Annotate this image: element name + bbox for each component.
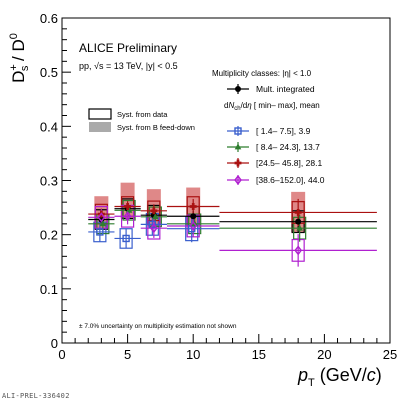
legend-syst-data-box [88,108,112,120]
axes: 0 5 10 15 20 25 0 0.1 0.2 0.3 0.4 0.5 0.6 [40,11,397,362]
y-tick-label: 0.2 [40,228,58,243]
x-tick-label: 20 [317,347,331,362]
legend-marker [234,159,242,167]
data-point [99,220,107,227]
x-tick-label: 0 [58,347,65,362]
chart-subtitle: pp, √s = 13 TeV, |y| < 0.5 [79,61,178,71]
data-point [124,203,132,210]
data-point [149,223,158,234]
legend-label: [ 1.4– 7.5], 3.9 [256,126,311,136]
legend-marker [235,86,241,92]
data-point [296,224,303,231]
y-tick-label: 0 [51,336,58,351]
legend-label: [38.6–152.0], 44.0 [256,175,325,185]
markers [96,203,303,256]
y-axis-label: D+s / D0 [8,33,31,83]
data-point [294,209,302,216]
chart-title: ALICE Preliminary [79,41,177,55]
data-point [189,203,197,210]
data-point [150,207,158,215]
data-point [148,220,157,229]
legend-syst-feeddown-box [89,122,111,132]
data-point [96,228,104,236]
legend-mult-entries: Mult. integrated [ 1.4– 7.5], 3.9 [ 8.4– 2… [227,84,325,186]
legend-marker [234,127,242,135]
preliminary-id-label: ALI-PREL-336402 [2,392,70,400]
data-point [189,220,198,232]
legend-marker [234,174,242,186]
y-tick-label: 0.6 [40,11,58,26]
x-tick-label: 5 [124,347,131,362]
legend-label: Mult. integrated [256,84,315,94]
y-tick-label: 0.3 [40,174,58,189]
data-point [97,212,106,223]
legend-syst-data-label: Syst. from data [117,110,168,119]
data-point [122,234,130,243]
x-tick-label: 25 [383,347,397,362]
data-point [294,245,303,256]
y-tick-label: 0.5 [40,65,58,80]
data-point [125,206,133,213]
data-point [152,213,159,220]
y-tick-label: 0.1 [40,282,58,297]
legend-mult-header: Multiplicity classes: |η| < 1.0 [212,69,312,78]
x-tick-label: 15 [252,347,266,362]
x-tick-label: 10 [186,347,200,362]
footnote: ± 7.0% uncertainty on multiplicity estim… [79,323,237,330]
legend-mult-column-header: dNch/dη [ min– max], mean [224,101,320,112]
data-point [123,211,132,222]
data-point [295,218,302,225]
legend-label: [ 8.4– 24.3], 13.7 [256,142,320,152]
x-axis-label: pT (GeV/c) [297,365,382,389]
legend-label: [24.5– 45.8], 28.1 [256,158,322,168]
legend-marker [234,143,242,150]
y-tick-label: 0.4 [40,119,58,134]
data-point [190,213,197,220]
legend-syst-feeddown-label: Syst. from B feed-down [117,123,195,132]
